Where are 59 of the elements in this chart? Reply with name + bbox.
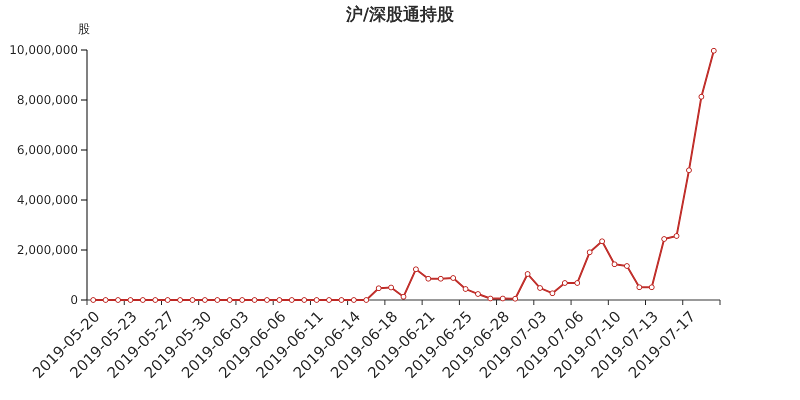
point — [115, 297, 121, 303]
y-tick-label: 2,000,000 — [16, 242, 78, 257]
point — [475, 291, 481, 297]
point — [252, 297, 258, 303]
y-tick-label: 0 — [70, 292, 78, 307]
point — [90, 297, 96, 303]
point — [326, 297, 332, 303]
y-tick-label: 8,000,000 — [16, 92, 78, 107]
point — [500, 296, 506, 302]
point — [512, 296, 518, 302]
point — [462, 286, 468, 292]
point — [288, 297, 295, 303]
point — [239, 297, 246, 303]
point — [164, 297, 171, 303]
point — [338, 297, 344, 303]
point — [586, 249, 593, 256]
point — [202, 297, 208, 303]
point — [350, 297, 357, 303]
point — [450, 275, 456, 281]
point — [413, 266, 419, 272]
point — [177, 297, 183, 303]
point — [674, 233, 680, 239]
point — [388, 284, 394, 290]
point — [425, 276, 432, 282]
chart-title: 沪/深股通持股 — [344, 5, 456, 25]
point — [562, 280, 568, 286]
point — [636, 284, 642, 290]
point — [314, 297, 320, 303]
point — [400, 294, 406, 300]
point — [363, 297, 370, 303]
point — [276, 297, 282, 303]
point — [128, 297, 134, 303]
point — [438, 276, 444, 282]
y-tick-label: 10,000,000 — [9, 42, 78, 57]
point — [624, 263, 630, 269]
point — [550, 290, 556, 296]
point — [612, 261, 618, 268]
point — [599, 238, 605, 244]
y-axis-title: 股 — [78, 22, 90, 36]
point — [264, 297, 270, 303]
point — [487, 296, 494, 302]
point — [376, 285, 382, 292]
point — [686, 167, 692, 174]
point — [226, 297, 233, 303]
point — [574, 280, 580, 286]
point — [301, 297, 308, 303]
point — [190, 297, 196, 303]
point — [214, 297, 220, 303]
point — [537, 285, 543, 291]
point — [648, 284, 655, 290]
y-tick-label: 4,000,000 — [16, 192, 78, 207]
point — [524, 271, 531, 277]
point — [102, 297, 109, 303]
point — [661, 236, 668, 242]
point — [152, 297, 158, 303]
point — [140, 297, 146, 303]
point — [710, 48, 717, 54]
y-tick-label: 6,000,000 — [16, 142, 78, 157]
point — [698, 94, 704, 100]
